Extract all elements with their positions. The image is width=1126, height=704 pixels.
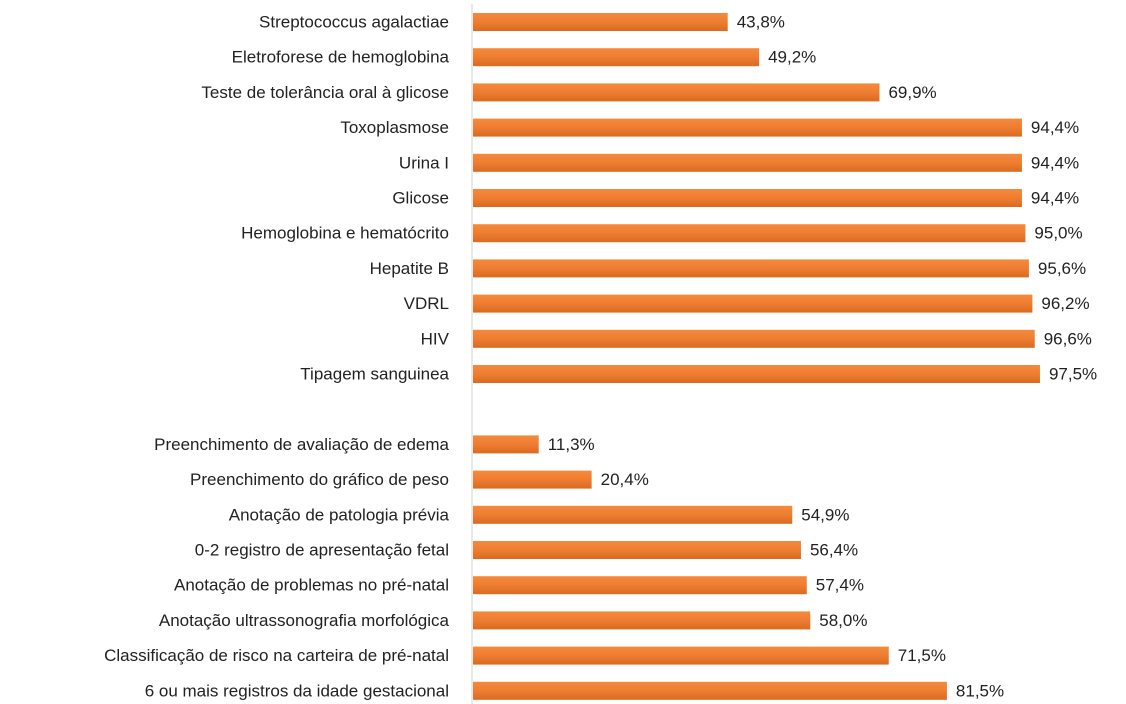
bar [473,365,1040,383]
value-label: 96,6% [1044,329,1092,348]
value-label: 94,4% [1031,118,1079,137]
category-label: Eletroforese de hemoglobina [232,48,450,67]
bar [473,541,801,559]
bar [473,48,760,67]
category-label: Streptococcus agalactiae [259,12,449,31]
value-label: 69,9% [888,83,936,102]
value-label: 11,3% [548,435,595,454]
category-label: Urina I [399,153,449,172]
value-label: 95,0% [1034,224,1082,243]
bar [473,329,1035,348]
category-label: 0-2 registro de apresentação fetal [195,540,449,559]
bar [473,435,539,454]
value-label: 97,5% [1049,364,1097,383]
bar [473,224,1026,243]
bar [473,13,728,31]
bar [473,505,793,524]
category-label: 6 ou mais registros da idade gestacional [145,681,449,700]
category-label: Teste de tolerância oral à glicose [201,83,449,102]
value-label: 54,9% [801,505,849,524]
category-label: Toxoplasmose [340,118,449,137]
bar [473,576,807,595]
category-label: HIV [421,329,450,348]
bar [473,189,1022,207]
value-label: 71,5% [898,646,946,665]
value-label: 57,4% [816,576,864,595]
category-label: Glicose [392,188,449,207]
bar [473,681,947,700]
category-label: Anotação de patologia prévia [229,505,450,524]
category-label: Hemoglobina e hematócrito [241,224,449,243]
category-label: Anotação ultrassonografia morfológica [159,611,450,630]
bar [473,118,1022,137]
category-label: Preenchimento de avaliação de edema [154,435,449,454]
value-label: 20,4% [601,470,649,489]
value-label: 96,2% [1041,294,1089,313]
value-label: 49,2% [768,48,816,67]
value-label: 94,4% [1031,153,1079,172]
category-label: Tipagem sanguinea [300,364,449,383]
value-label: 95,6% [1038,259,1086,278]
bar [473,259,1029,278]
value-label: 81,5% [956,681,1004,700]
value-label: 58,0% [819,611,867,630]
bar [473,294,1033,313]
category-label: Preenchimento do gráfico de peso [190,470,449,489]
category-label: VDRL [404,294,449,313]
value-label: 43,8% [737,12,785,31]
category-label: Anotação de problemas no pré-natal [174,576,449,595]
category-label: Hepatite B [370,259,449,278]
category-label: Classificação de risco na carteira de pr… [104,646,449,665]
bar [473,83,880,102]
value-label: 56,4% [810,540,858,559]
bar [473,470,592,489]
bar [473,611,811,630]
value-label: 94,4% [1031,188,1079,207]
bar [473,153,1022,172]
bar [473,646,889,665]
